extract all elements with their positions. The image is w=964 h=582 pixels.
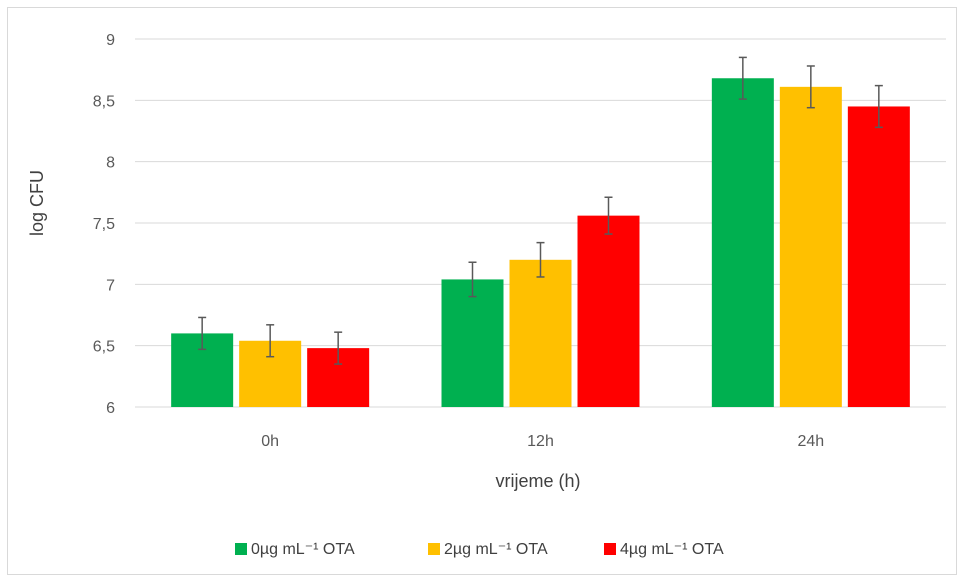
error-bar [334, 331, 343, 365]
legend-swatch-2 [604, 543, 616, 555]
y-tick-label: 8 [106, 155, 115, 172]
y-tick-label: 6 [106, 400, 115, 417]
y-axis-title: log CFU [27, 170, 47, 236]
error-bar [874, 84, 883, 129]
y-tick-label: 9 [106, 32, 115, 49]
y-tick-label: 7 [106, 277, 115, 294]
error-bars [198, 56, 883, 365]
chart-svg: 6 6,5 7 7,5 8 8,5 9 0h 12h 24h log CFU vrijeme (h… [27, 32, 946, 558]
x-tick-label: 24h [797, 433, 824, 450]
tick-labels: 6 6,5 7 7,5 8 8,5 9 0h 12h 24h [93, 32, 824, 450]
x-tick-label: 0h [261, 433, 279, 450]
error-bar [266, 324, 275, 358]
error-bar [604, 196, 613, 235]
chart-frame: 6 6,5 7 7,5 8 8,5 9 0h 12h 24h log CFU vrijeme (h… [7, 7, 957, 575]
x-axis-title: vrijeme (h) [495, 471, 580, 491]
y-tick-label: 6,5 [93, 339, 115, 356]
bar [441, 279, 504, 407]
error-bar [806, 65, 815, 109]
bar [779, 86, 842, 407]
y-tick-label: 7,5 [93, 216, 115, 233]
legend-label-2: 4µg mL⁻¹ OTA [620, 541, 724, 558]
bar [509, 259, 572, 407]
y-tick-label: 8,5 [93, 93, 115, 110]
bar [577, 215, 640, 407]
bars [171, 78, 910, 408]
error-bar [468, 261, 477, 298]
error-bar [198, 316, 207, 351]
bar [847, 106, 910, 407]
x-tick-label: 12h [527, 433, 554, 450]
bar [711, 78, 774, 408]
error-bar [536, 241, 545, 278]
legend: 0µg mL⁻¹ OTA 2µg mL⁻¹ OTA 4µg mL⁻¹ OTA [235, 541, 724, 558]
error-bar [738, 56, 747, 100]
legend-swatch-1 [428, 543, 440, 555]
legend-swatch-0 [235, 543, 247, 555]
legend-label-1: 2µg mL⁻¹ OTA [444, 541, 548, 558]
legend-label-0: 0µg mL⁻¹ OTA [251, 541, 355, 558]
